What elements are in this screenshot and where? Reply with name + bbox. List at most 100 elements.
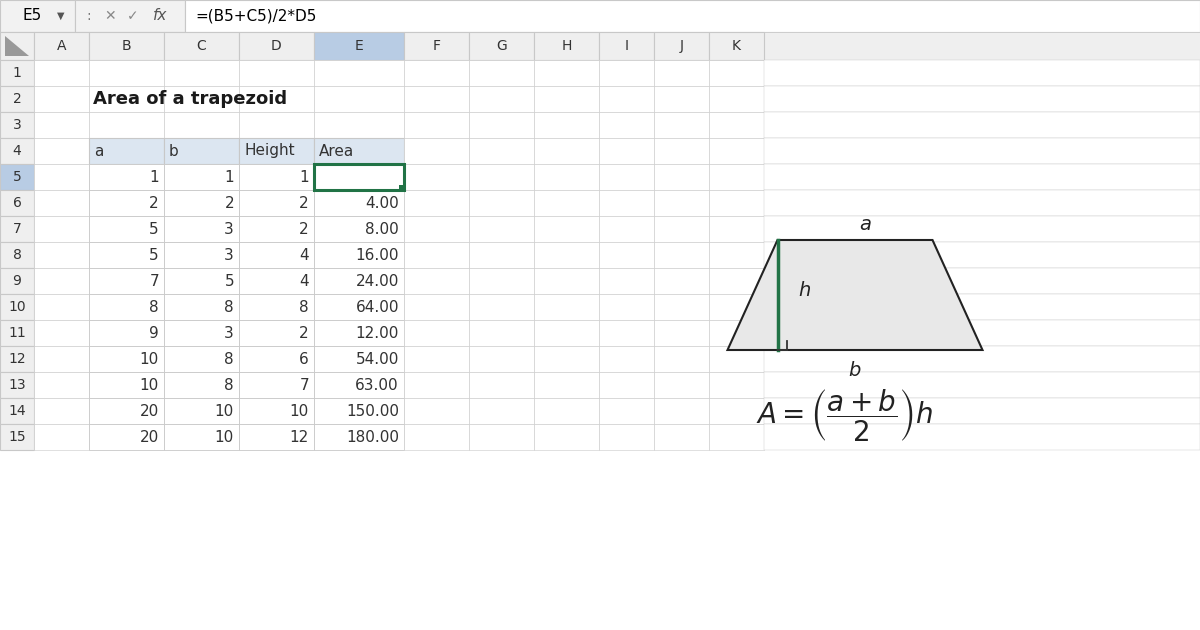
Bar [314,372,404,398]
Bar [164,242,239,268]
Bar [164,60,239,86]
Bar [239,372,314,398]
Bar [89,320,164,346]
Bar [534,398,599,424]
Text: 24.00: 24.00 [355,273,398,289]
Bar [185,0,1200,32]
Bar [764,320,1200,346]
Bar [764,242,1200,268]
Bar [34,372,89,398]
Bar [239,60,314,86]
Bar [34,112,89,138]
Text: 10: 10 [139,377,158,392]
Bar [534,268,599,294]
Bar [404,164,469,190]
Bar [534,242,599,268]
Bar [89,268,164,294]
Text: 16.00: 16.00 [355,248,398,263]
Bar [534,112,599,138]
Bar [469,32,534,60]
Bar [709,190,764,216]
Bar [764,398,1200,424]
Text: 12: 12 [289,430,310,445]
Bar [534,424,599,450]
Text: fx: fx [152,8,167,23]
Bar [239,112,314,138]
Text: 7: 7 [299,377,310,392]
Bar [469,424,534,450]
Text: 2: 2 [224,195,234,210]
Bar [709,60,764,86]
Text: 20: 20 [139,430,158,445]
Text: 13: 13 [8,378,26,392]
Bar [34,164,89,190]
Bar [0,138,34,164]
Bar [599,112,654,138]
Text: 10: 10 [215,403,234,418]
Bar [654,138,709,164]
Bar [89,86,164,112]
Bar [404,112,469,138]
Text: $b$: $b$ [848,360,862,379]
Bar [89,346,164,372]
Text: 10: 10 [139,352,158,367]
Bar [709,398,764,424]
Bar [89,60,164,86]
Text: 5: 5 [224,273,234,289]
Bar [34,268,89,294]
Bar [0,86,34,112]
Bar [599,60,654,86]
Bar [89,372,164,398]
Text: :: : [86,9,91,23]
Bar [239,398,314,424]
Bar [164,32,239,60]
Text: 6: 6 [299,352,310,367]
Text: $A = \left(\dfrac{a+b}{2}\right)h$: $A = \left(\dfrac{a+b}{2}\right)h$ [756,387,934,443]
Bar [599,372,654,398]
Bar [404,346,469,372]
Text: 2: 2 [13,92,22,106]
Bar [654,86,709,112]
Text: 10: 10 [289,403,310,418]
Bar [764,164,1200,190]
Text: b: b [169,144,179,159]
Text: 3: 3 [224,222,234,236]
Bar [764,294,1200,320]
Bar [764,346,1200,372]
Bar [164,320,239,346]
Bar [764,86,1200,112]
Bar [599,216,654,242]
Bar [0,112,34,138]
Text: 1: 1 [149,169,158,185]
Text: 8: 8 [149,299,158,314]
Bar [764,138,1200,164]
Bar [89,294,164,320]
Bar [314,346,404,372]
Text: 5: 5 [149,222,158,236]
Text: 1.00: 1.00 [365,169,398,185]
Bar [89,242,164,268]
Bar [239,242,314,268]
Text: 10: 10 [215,430,234,445]
Text: H: H [562,39,571,53]
Bar [314,216,404,242]
Bar [654,216,709,242]
Text: 3: 3 [224,326,234,340]
Bar [469,60,534,86]
Bar [534,346,599,372]
Bar [709,242,764,268]
Bar [34,398,89,424]
Bar [469,346,534,372]
Text: K: K [732,39,742,53]
Bar [0,268,34,294]
Bar [404,398,469,424]
Text: 5: 5 [149,248,158,263]
Bar [764,424,1200,450]
Bar [164,86,239,112]
Bar [164,268,239,294]
Bar [239,86,314,112]
Bar [164,424,239,450]
Bar [469,138,534,164]
Text: $h$: $h$ [798,280,810,299]
Bar [34,424,89,450]
